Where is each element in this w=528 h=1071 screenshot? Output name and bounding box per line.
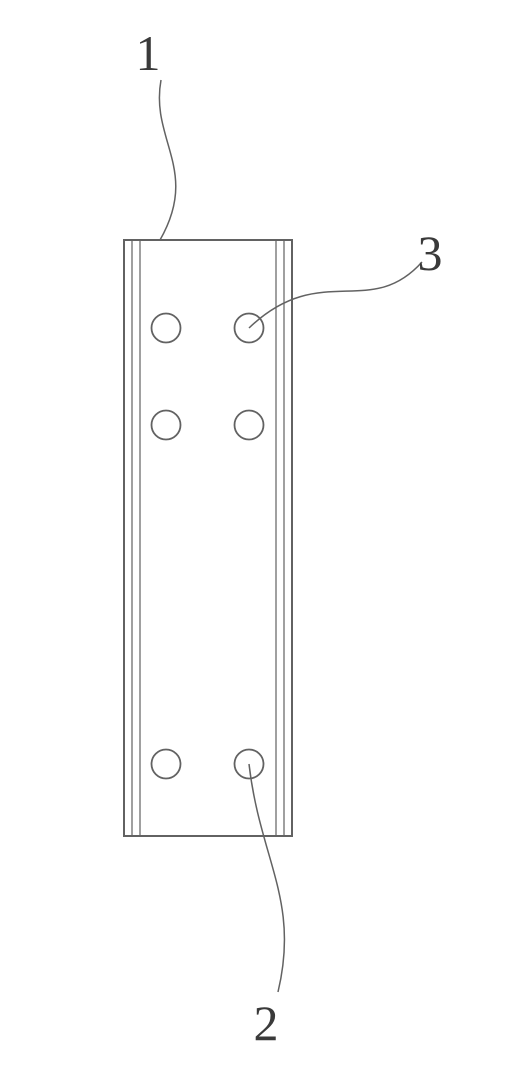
hole-r0-c0 bbox=[152, 314, 181, 343]
label-two: 2 bbox=[254, 995, 279, 1051]
leader-one bbox=[159, 80, 175, 240]
diagram-svg: 1 2 3 bbox=[0, 0, 528, 1071]
part-outer-rect bbox=[124, 240, 292, 836]
leader-three bbox=[249, 262, 422, 328]
label-three: 3 bbox=[418, 225, 443, 281]
hole-r2-c0 bbox=[152, 750, 181, 779]
hole-r1-c1 bbox=[235, 411, 264, 440]
hole-r1-c0 bbox=[152, 411, 181, 440]
label-one: 1 bbox=[136, 25, 161, 81]
leader-two bbox=[249, 764, 285, 992]
